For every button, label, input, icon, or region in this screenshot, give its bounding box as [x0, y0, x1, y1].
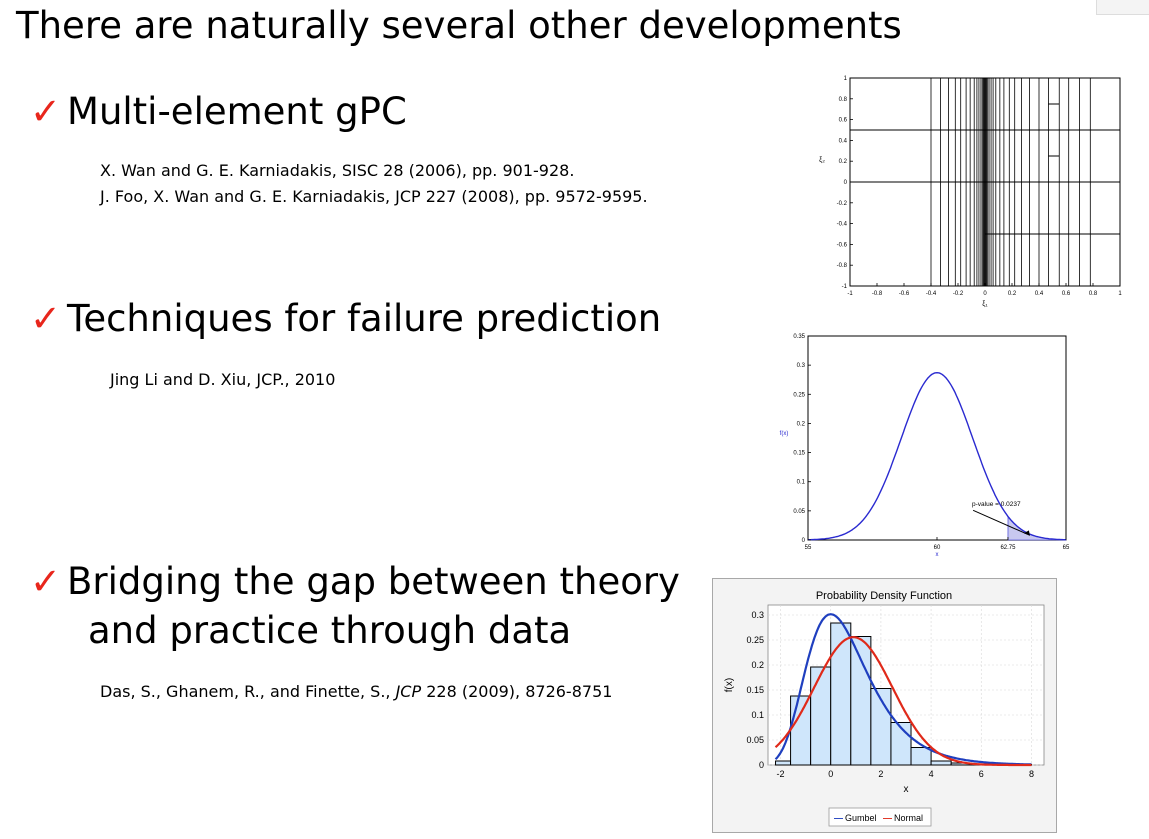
- x-tick-label: 60: [934, 545, 941, 551]
- slide-title: There are naturally several other develo…: [16, 4, 902, 47]
- reference-volume: 228 (2009), 8726-8751: [421, 682, 613, 701]
- section-failure-prediction: ✓ Techniques for failure prediction: [30, 297, 661, 341]
- y-tick-label: 0.4: [839, 138, 848, 144]
- reference-authors: Das, S., Ghanem, R., and Finette, S.,: [100, 682, 396, 701]
- x-tick-label: 1: [1118, 291, 1122, 297]
- y-tick-label: 0.25: [746, 635, 764, 645]
- section-heading: Bridging the gap between theory: [67, 560, 680, 603]
- x-tick-label: -0.6: [899, 291, 910, 297]
- y-tick-label: 0.2: [797, 421, 806, 427]
- y-tick-label: 0.6: [839, 118, 848, 124]
- histogram-bar: [775, 760, 792, 766]
- section-bridging-gap: ✓ Bridging the gap between theory: [30, 560, 680, 604]
- x-tick-label: 65: [1063, 545, 1070, 551]
- x-tick-label: 2: [878, 769, 883, 779]
- y-tick-label: 0: [802, 538, 806, 544]
- x-tick-label: 8: [1029, 769, 1034, 779]
- legend-box: [828, 807, 932, 827]
- histogram-bar: [910, 747, 932, 766]
- reference: Jing Li and D. Xiu, JCP., 2010: [110, 370, 336, 389]
- x-tick-label: 0.2: [1008, 291, 1017, 297]
- y-tick-label: -0.8: [837, 263, 848, 269]
- legend-swatch-normal: —: [883, 813, 892, 823]
- section-heading: Techniques for failure prediction: [67, 297, 662, 340]
- y-tick-label: 0.35: [793, 334, 805, 340]
- y-tick-label: 0: [844, 180, 848, 186]
- y-axis-label: ξ₂: [819, 157, 825, 164]
- reference: X. Wan and G. E. Karniadakis, SISC 28 (2…: [100, 161, 575, 180]
- histogram-bar: [790, 695, 812, 766]
- plot-frame: [807, 335, 1067, 541]
- reference-journal: JCP: [395, 682, 422, 701]
- chart-title: Probability Density Function: [816, 590, 952, 602]
- y-tick-label: -0.2: [837, 201, 848, 207]
- check-icon: ✓: [30, 297, 62, 340]
- y-tick-label: 0.8: [839, 97, 848, 103]
- x-tick-label: 55: [805, 545, 812, 551]
- y-tick-label: 0.05: [793, 509, 805, 515]
- y-tick-label: -1: [842, 284, 848, 290]
- check-icon: ✓: [30, 560, 62, 603]
- x-tick-label: 4: [929, 769, 934, 779]
- failure-pdf-chart: 55 60 62.75 65 0 0.05 0.1 0.15 0.2 0.25 0.3 0.35 x f(…: [780, 334, 1070, 558]
- element-grid-chart: -1 -0.8 -0.6 -0.4 -0.2 0 0.2 0.4 0.6 0.8 1 -1 -0.8 -0…: [819, 76, 1122, 308]
- x-tick-label: 6: [979, 769, 984, 779]
- check-icon: ✓: [30, 90, 62, 133]
- p-value-annotation: p-value = 0.0237: [972, 501, 1021, 508]
- y-axis-label: f(x): [780, 431, 789, 437]
- y-tick-label: 0.1: [797, 480, 806, 486]
- x-tick-label: 0: [983, 291, 987, 297]
- y-tick-label: 0.3: [797, 363, 806, 369]
- x-tick-label: 0.4: [1035, 291, 1044, 297]
- pdf-curve: [808, 371, 1066, 541]
- section-multi-element: ✓ Multi-element gPC: [30, 90, 407, 134]
- histogram-bar: [850, 636, 872, 766]
- probability-density-chart: Probability Density Function -2 0 2 4 6 8 0 0.05…: [712, 578, 1057, 833]
- reference: Das, S., Ghanem, R., and Finette, S., JC…: [100, 681, 612, 703]
- x-axis-label: x: [904, 784, 909, 795]
- y-tick-label: 0.2: [751, 660, 764, 670]
- x-tick-label: -0.2: [953, 291, 964, 297]
- x-tick-label: -0.4: [926, 291, 937, 297]
- histogram-bar: [810, 666, 832, 766]
- x-tick-label: -2: [777, 769, 785, 779]
- y-tick-label: -0.4: [837, 222, 848, 228]
- gumbel-curve: [774, 613, 1032, 766]
- y-tick-label: 0.15: [746, 685, 764, 695]
- x-tick-label: 62.75: [1000, 545, 1016, 551]
- y-tick-label: 0.3: [751, 610, 764, 620]
- y-axis-label: f(x): [724, 678, 735, 692]
- annotation-arrow: [972, 509, 1031, 536]
- corner-tab: [1096, 0, 1149, 15]
- x-axis-label: ξ₁: [982, 301, 988, 308]
- histogram-bar: [930, 760, 952, 766]
- legend-swatch-gumbel: —: [834, 813, 843, 823]
- y-tick-label: 0: [759, 760, 764, 770]
- y-tick-label: -0.6: [837, 242, 848, 248]
- x-axis-label: x: [936, 552, 939, 558]
- y-tick-label: 0.1: [751, 710, 764, 720]
- x-tick-label: 0.8: [1089, 291, 1098, 297]
- x-tick-label: -1: [847, 291, 853, 297]
- normal-curve: [774, 635, 1032, 767]
- arrow-head: [1023, 530, 1030, 536]
- legend-label-gumbel: Gumbel: [845, 813, 877, 823]
- x-tick-label: -0.8: [872, 291, 883, 297]
- x-tick-label: 0: [828, 769, 833, 779]
- y-tick-label: 0.25: [793, 392, 805, 398]
- y-tick-label: 0.2: [839, 159, 848, 165]
- y-tick-label: 0.15: [793, 451, 805, 457]
- y-tick-label: 1: [844, 76, 848, 82]
- reference: J. Foo, X. Wan and G. E. Karniadakis, JC…: [100, 187, 648, 206]
- section-heading-continued: and practice through data: [88, 609, 572, 652]
- section-heading: Multi-element gPC: [67, 90, 407, 133]
- y-tick-label: 0.05: [746, 735, 764, 745]
- legend-label-normal: Normal: [894, 813, 923, 823]
- x-tick-label: 0.6: [1062, 291, 1071, 297]
